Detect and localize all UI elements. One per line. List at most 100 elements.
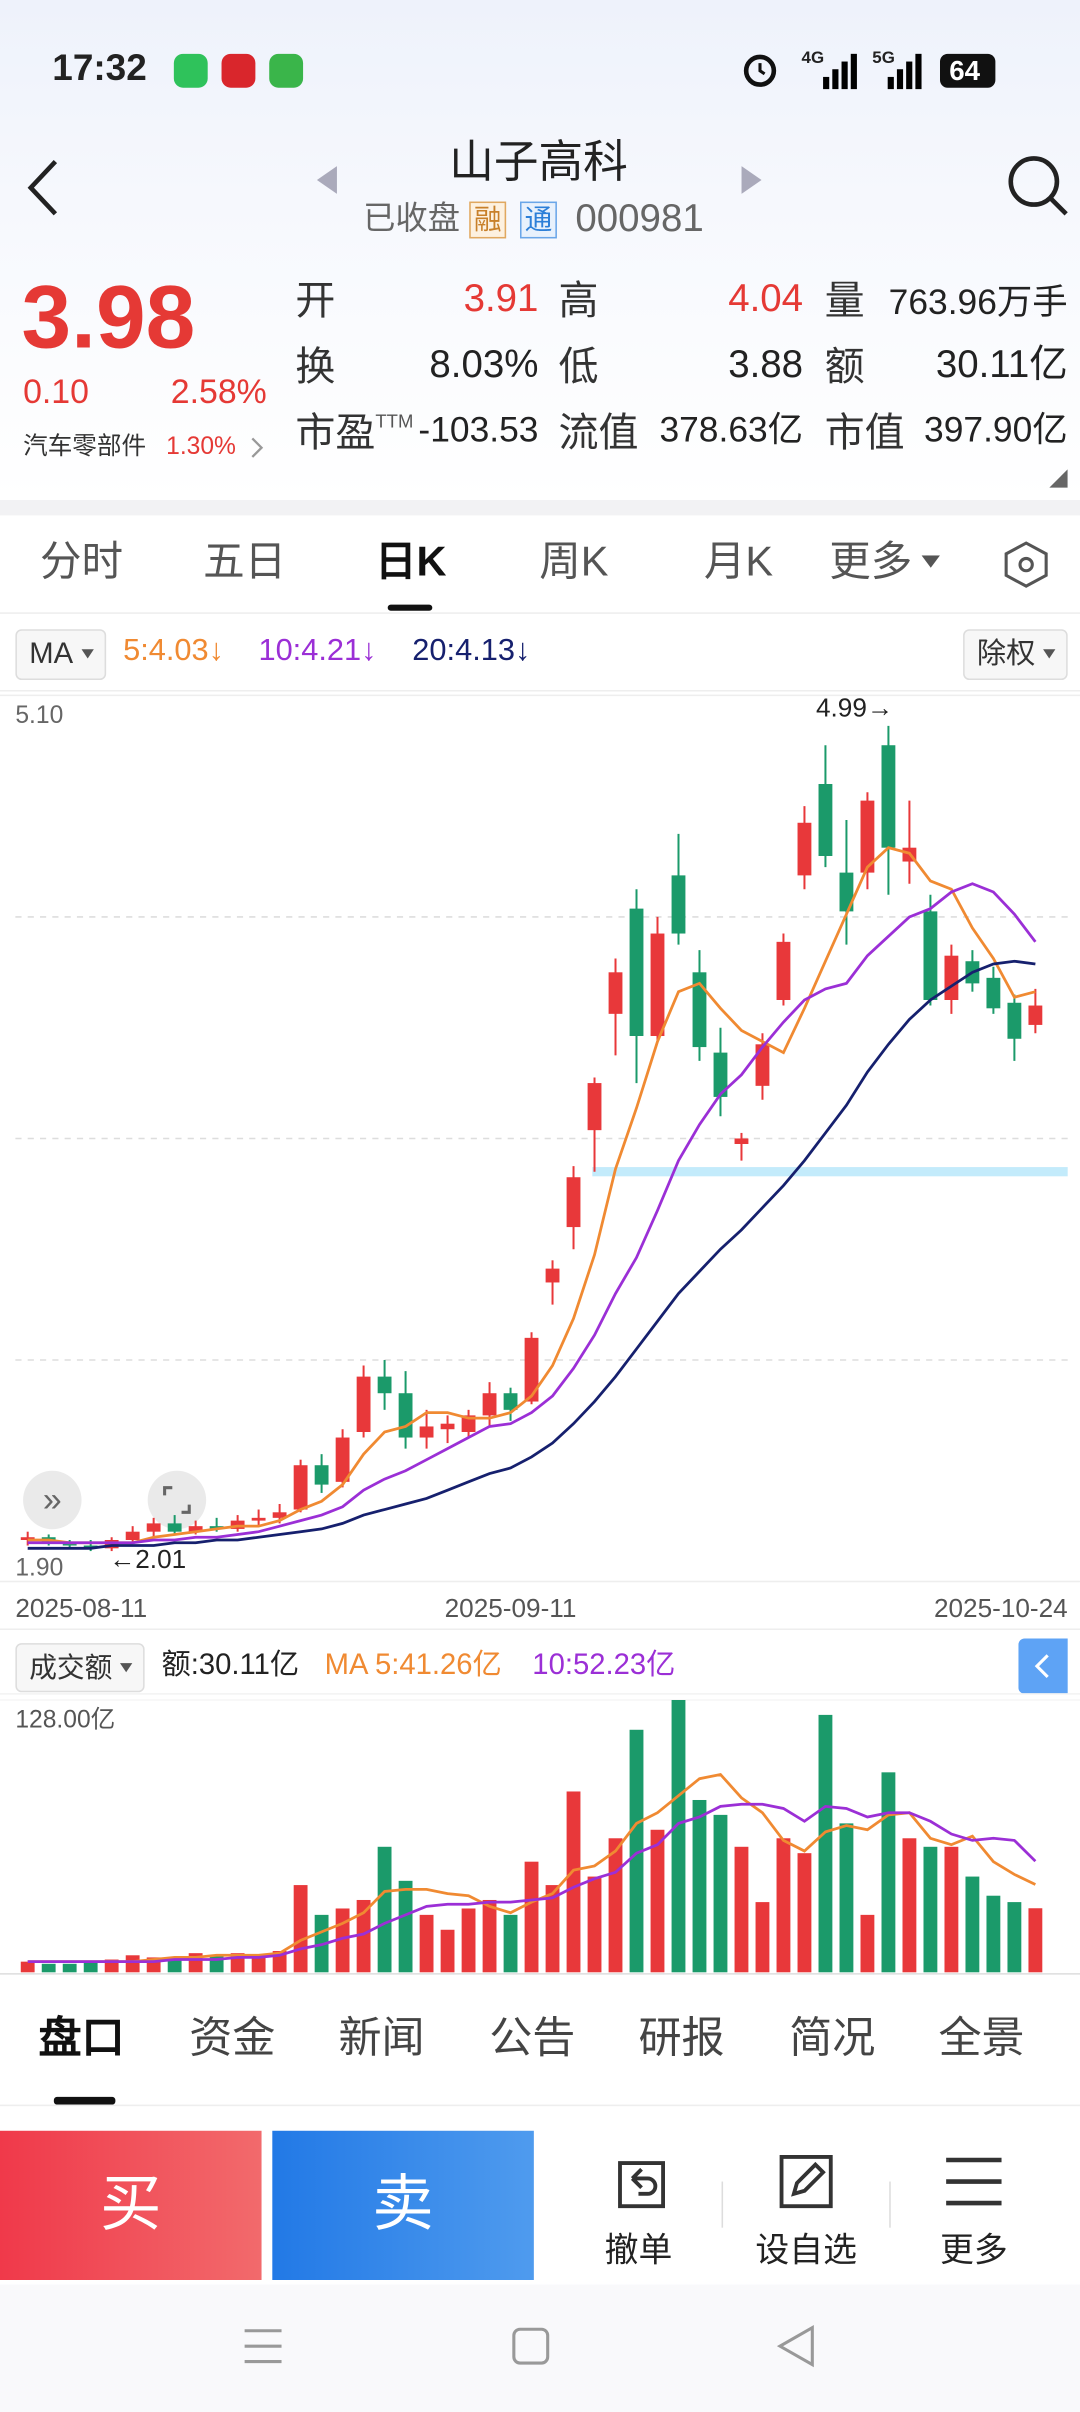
- stat-label: 低: [558, 343, 599, 390]
- ma-selector[interactable]: MA: [15, 629, 106, 680]
- volume-bar: [860, 1914, 875, 1973]
- back-button[interactable]: [22, 157, 68, 219]
- volume-bar: [398, 1880, 413, 1973]
- candle-body: [608, 972, 623, 1014]
- candle-body: [230, 1520, 245, 1529]
- sector-pct[interactable]: 1.30%: [166, 433, 236, 460]
- volume-bar: [503, 1914, 518, 1973]
- expand-button[interactable]: »: [23, 1470, 82, 1530]
- candle-body: [524, 1337, 539, 1402]
- signal-icon: [887, 53, 922, 90]
- volume-legend: 10:52.23亿: [532, 1649, 676, 1682]
- bottom-divider: [0, 2104, 1080, 2107]
- volume-bar: [629, 1729, 644, 1973]
- volume-bar: [902, 1838, 917, 1973]
- buy-button[interactable]: 买: [0, 2130, 262, 2280]
- connect-tag: 通: [519, 201, 557, 239]
- collapse-tab[interactable]: [1018, 1638, 1068, 1694]
- volume-selector[interactable]: 成交额: [15, 1643, 145, 1693]
- chart-tab[interactable]: 分时: [39, 538, 124, 585]
- volume-bar: [20, 1961, 35, 1973]
- stat-value: 4.04: [728, 276, 804, 320]
- candle-body: [566, 1177, 581, 1228]
- detail-tab[interactable]: 简况: [789, 2013, 876, 2062]
- volume-bar: [923, 1846, 938, 1973]
- next-stock[interactable]: [740, 166, 762, 194]
- detail-tab[interactable]: 新闻: [338, 2013, 425, 2062]
- candle-body: [650, 933, 665, 1036]
- detail-tab[interactable]: 公告: [489, 2013, 576, 2062]
- price-change: 0.10: [23, 372, 89, 411]
- action-label[interactable]: 撤单: [604, 2230, 673, 2270]
- candle-body: [83, 1545, 98, 1549]
- battery: 64: [939, 53, 996, 88]
- fullscreen-button[interactable]: [147, 1470, 207, 1530]
- nav-bar: [0, 2284, 1080, 2412]
- volume-bar: [524, 1861, 539, 1973]
- volume-bar: [1028, 1908, 1043, 1973]
- price-change-pct: 2.58%: [170, 372, 267, 411]
- candle-body: [986, 977, 1001, 1009]
- action-label[interactable]: 更多: [939, 2230, 1008, 2270]
- adjust-selector[interactable]: 除权: [963, 629, 1068, 680]
- stat-value: 30.11亿: [935, 343, 1068, 387]
- volume-legend: MA 5:41.26亿: [324, 1649, 502, 1682]
- candle-body: [755, 1044, 770, 1086]
- candle-body: [860, 800, 875, 873]
- action-divider: [721, 2181, 724, 2228]
- detail-tab[interactable]: 盘口: [38, 2013, 125, 2062]
- volume-ma-line: [27, 1772, 1036, 1964]
- app-icon: [221, 53, 256, 88]
- settings-icon[interactable]: [1000, 538, 1052, 590]
- cancel-icon: [618, 2161, 665, 2209]
- stat-value: 3.91: [463, 276, 539, 320]
- prev-stock[interactable]: [316, 166, 339, 194]
- sector-arrow: [251, 437, 264, 458]
- nav-back[interactable]: [776, 2325, 817, 2368]
- volume-bar: [146, 1957, 161, 1973]
- candle-body: [314, 1465, 329, 1485]
- candle-body: [629, 908, 644, 1036]
- chart-tab[interactable]: 日K: [374, 538, 447, 585]
- volume-bar: [461, 1908, 476, 1973]
- chart-tab[interactable]: 五日: [203, 538, 287, 585]
- x-tick-label: 2025-09-11: [445, 1593, 577, 1623]
- chart-tab[interactable]: 更多: [829, 541, 940, 584]
- nav-menu[interactable]: [243, 2326, 283, 2366]
- ma-line: [27, 846, 1036, 1545]
- candle-body: [818, 783, 833, 856]
- candle-body: [356, 1376, 371, 1432]
- chart-tab[interactable]: 周K: [539, 538, 609, 585]
- stat-label-sup: TTM: [375, 410, 414, 433]
- volume-bar: [608, 1838, 623, 1973]
- volume-bar: [62, 1963, 77, 1973]
- candle-body: [839, 872, 854, 912]
- candle-body: [923, 911, 938, 1000]
- detail-tab[interactable]: 全景: [938, 2013, 1025, 2062]
- ma-legend: 20:4.13↓: [412, 633, 531, 668]
- watchlist-icon: [779, 2154, 833, 2209]
- candle-body: [335, 1437, 350, 1482]
- sell-button[interactable]: 卖: [272, 2130, 534, 2280]
- search-button[interactable]: [1006, 154, 1071, 219]
- candle-body: [419, 1426, 434, 1438]
- stat-value: 8.03%: [429, 343, 539, 387]
- more-icon: [946, 2157, 1002, 2206]
- detail-tab[interactable]: 研报: [638, 2013, 725, 2062]
- volume-bar: [83, 1961, 98, 1973]
- volume-bar: [671, 1699, 686, 1973]
- candle-body: [272, 1512, 287, 1518]
- detail-tab[interactable]: 资金: [189, 2013, 276, 2062]
- volume-bar: [335, 1908, 350, 1973]
- chart-tab[interactable]: 月K: [703, 538, 774, 585]
- action-label[interactable]: 设自选: [755, 2230, 857, 2270]
- volume-bar: [314, 1914, 329, 1973]
- collapse-arrow: [1034, 1654, 1049, 1679]
- nav-home[interactable]: [511, 2326, 551, 2366]
- stat-value: 378.63亿: [659, 409, 804, 450]
- y-tick-label: 128.00亿: [15, 1706, 115, 1734]
- volume-bar: [293, 1885, 308, 1973]
- candle-body: [440, 1423, 455, 1430]
- volume-bar: [251, 1955, 266, 1973]
- volume-bar: [104, 1959, 119, 1973]
